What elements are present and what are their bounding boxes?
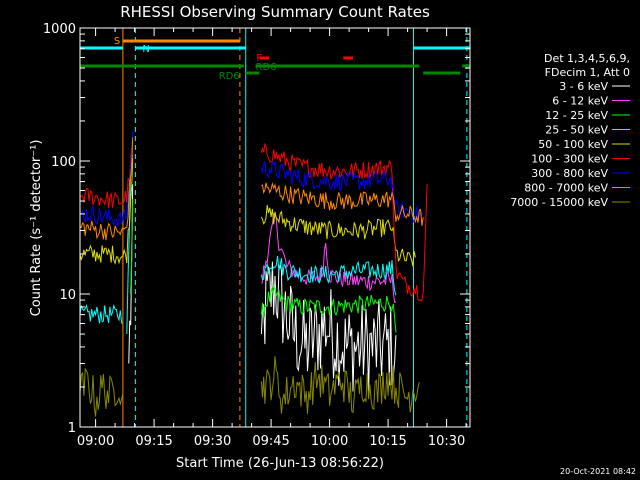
annotation-label: RD6	[219, 71, 240, 82]
x-axis-label: Start Time (26-Jun-13 08:56:22)	[176, 456, 384, 471]
legend-header: Det 1,3,4,5,6,9,	[544, 52, 630, 65]
legend-entry-label: 7000 - 15000 keV	[510, 196, 608, 209]
x-tick-label: 10:00	[311, 434, 348, 449]
series-line-25to50keV-2	[260, 255, 397, 296]
annotation-label: F	[256, 53, 262, 64]
series-line-300to800keV-1	[260, 159, 424, 224]
chart-title: RHESSI Observing Summary Count Rates	[120, 3, 430, 21]
series-line-100to300keV-1	[260, 142, 428, 302]
series-line-3to6keV-1	[260, 261, 397, 393]
legend-header: FDecim 1, Att 0	[545, 66, 630, 79]
legend-entry-label: 12 - 25 keV	[545, 109, 608, 122]
x-tick-label: 10:15	[369, 434, 406, 449]
series-line-800to7000keV-0	[80, 137, 134, 241]
series-line-100to300keV-0	[80, 136, 134, 209]
annotation-label: N	[142, 44, 149, 55]
series-line-800to7000keV-1	[261, 181, 424, 226]
legend-entry-label: 300 - 800 keV	[531, 167, 608, 180]
plot-frame	[79, 27, 471, 428]
x-tick-label: 09:30	[194, 434, 231, 449]
series-line-50to100keV-1	[260, 205, 416, 267]
annotation-label: S	[114, 36, 120, 47]
x-tick-label: 09:15	[135, 434, 172, 449]
y-tick-label: 10	[59, 288, 76, 303]
legend-entry-label: 6 - 12 keV	[552, 95, 608, 108]
series-line-300to800keV-0	[80, 130, 134, 228]
series-line-6to12keV-1	[261, 212, 397, 303]
series-line-50to100keV-0	[80, 158, 134, 265]
series-line-12to25keV-0	[130, 198, 134, 295]
series-line-12to25keV-1	[260, 284, 397, 333]
annotation-label: RD6	[256, 62, 277, 73]
timestamp: 20-Oct-2021 08:42	[560, 467, 636, 476]
legend-entry-label: 100 - 300 keV	[531, 153, 608, 166]
x-tick-label: 10:30	[428, 434, 465, 449]
y-axis-label: Count Rate (s⁻¹ detector⁻¹)	[29, 140, 44, 317]
y-tick-label: 1000	[43, 22, 76, 37]
legend-entry-label: 800 - 7000 keV	[524, 182, 608, 195]
legend-entry-label: 25 - 50 keV	[545, 124, 608, 137]
legend-entry-label: 50 - 100 keV	[538, 138, 608, 151]
legend-entry-label: 3 - 6 keV	[559, 80, 608, 93]
x-tick-label: 09:45	[252, 434, 289, 449]
x-tick-label: 09:00	[77, 434, 114, 449]
series-line-7000to15000keV-1	[260, 356, 420, 414]
y-tick-label: 1	[68, 421, 76, 436]
series-line-7000to15000keV-0	[80, 367, 124, 417]
y-tick-label: 100	[51, 155, 76, 170]
series-line-25to50keV-0	[80, 303, 124, 324]
